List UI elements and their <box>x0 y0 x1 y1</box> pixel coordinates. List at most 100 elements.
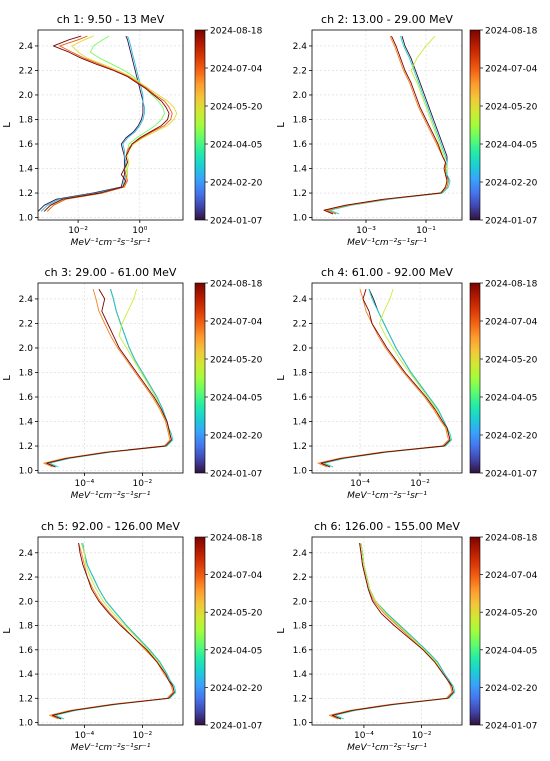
y-tick-label: 1.8 <box>293 368 308 378</box>
colorbar-tick-label: 2024-01-07 <box>485 217 537 227</box>
colorbar-tick-label: 2024-07-04 <box>485 65 538 75</box>
x-axis-label: MeV⁻¹cm⁻²s⁻¹sr⁻¹ <box>347 743 427 753</box>
y-tick-label: 1.0 <box>293 214 308 224</box>
colorbar-tick-label: 2024-05-20 <box>485 356 538 366</box>
x-tick-label: 10⁻² <box>132 479 152 489</box>
y-tick-label: 1.6 <box>19 646 34 656</box>
series-line <box>329 35 451 215</box>
colorbar-tick-label: 2024-04-05 <box>210 141 262 151</box>
axes-frame <box>37 536 184 726</box>
series-line <box>40 35 145 212</box>
colorbar-tick-label: 2024-08-18 <box>210 280 263 290</box>
axes-frame <box>311 536 463 726</box>
axes-frame <box>311 29 463 221</box>
y-tick-label: 2.4 <box>293 549 308 559</box>
x-tick-label: 10⁻⁴ <box>74 479 94 489</box>
colorbar-tick-label: 2024-05-20 <box>210 609 263 619</box>
y-axis-label: L <box>2 122 13 128</box>
colorbar <box>194 282 206 474</box>
y-tick-label: 1.6 <box>19 140 34 150</box>
colorbar-tick-label: 2024-04-05 <box>485 141 537 151</box>
y-tick-label: 2.4 <box>293 42 308 52</box>
y-tick-label: 2.0 <box>293 91 308 101</box>
series-line <box>320 288 451 468</box>
axes-frame <box>311 282 463 474</box>
chart-title: ch 6: 126.00 - 155.00 MeV <box>314 520 460 533</box>
colorbar <box>194 29 206 221</box>
series-line <box>46 288 172 468</box>
colorbar-tick-label: 2024-04-05 <box>210 646 262 656</box>
series-line <box>331 543 454 720</box>
x-tick-label: 10⁻¹ <box>416 226 436 236</box>
y-tick-label: 1.4 <box>293 670 308 680</box>
y-tick-label: 1.2 <box>19 442 33 452</box>
series-line <box>326 35 449 215</box>
y-tick-label: 2.2 <box>19 573 33 583</box>
y-tick-label: 1.8 <box>19 115 34 125</box>
y-tick-label: 1.0 <box>293 719 308 729</box>
y-axis-label: L <box>2 375 13 381</box>
y-tick-label: 2.0 <box>19 91 34 101</box>
colorbar-tick-label: 2024-07-04 <box>210 571 263 581</box>
y-tick-label: 1.2 <box>19 694 33 704</box>
series-line <box>52 543 175 720</box>
colorbar-tick-label: 2024-01-07 <box>210 470 262 480</box>
y-tick-label: 2.0 <box>293 344 308 354</box>
x-axis-label: MeV⁻¹cm⁻²s⁻¹sr⁻¹ <box>71 743 151 753</box>
y-tick-label: 2.4 <box>19 42 34 52</box>
y-tick-label: 1.6 <box>19 393 34 403</box>
chart-title: ch 4: 61.00 - 92.00 MeV <box>321 266 453 279</box>
chart-panel-6: 1.0 1.2 1.4 1.6 1.8 2.0 2.2 2.4 10⁻⁴ 10⁻² ch 6: 12… <box>276 520 538 753</box>
series-line <box>317 288 449 468</box>
y-tick-label: 1.4 <box>293 165 308 175</box>
colorbar-tick-label: 2024-01-07 <box>210 722 262 732</box>
series-line <box>49 288 174 468</box>
colorbar-tick-label: 2024-02-20 <box>485 684 538 694</box>
colorbar <box>469 282 481 474</box>
y-tick-label: 2.0 <box>19 597 34 607</box>
y-tick-label: 2.2 <box>19 66 33 76</box>
y-tick-label: 2.0 <box>19 344 34 354</box>
y-tick-label: 1.4 <box>19 418 34 428</box>
y-axis-label: L <box>276 375 287 381</box>
chart-title: ch 1: 9.50 - 13 MeV <box>57 13 165 26</box>
y-tick-label: 2.2 <box>293 573 307 583</box>
chart-panel-4: 1.0 1.2 1.4 1.6 1.8 2.0 2.2 2.4 10⁻⁴ 10⁻² ch 4: 61… <box>276 266 538 501</box>
y-tick-label: 2.2 <box>19 319 33 329</box>
colorbar-tick-label: 2024-05-20 <box>210 103 263 113</box>
y-tick-label: 1.2 <box>293 442 307 452</box>
colorbar-tick-label: 2024-01-07 <box>485 722 537 732</box>
colorbar-tick-label: 2024-02-20 <box>210 179 263 189</box>
series-line <box>43 35 170 212</box>
y-tick-label: 1.0 <box>19 719 34 729</box>
colorbar-tick-label: 2024-07-04 <box>485 571 538 581</box>
colorbar <box>469 29 481 221</box>
colorbar-tick-label: 2024-04-05 <box>485 646 537 656</box>
x-tick-label: 10⁻⁴ <box>354 731 374 741</box>
x-tick-label: 10⁻² <box>412 731 432 741</box>
colorbar-tick-label: 2024-07-04 <box>485 318 538 328</box>
y-tick-label: 1.2 <box>293 189 307 199</box>
colorbar <box>469 536 481 726</box>
y-tick-label: 1.4 <box>19 670 34 680</box>
colorbar-tick-label: 2024-01-07 <box>485 470 537 480</box>
series-line <box>320 288 451 468</box>
x-axis-label: MeV⁻¹cm⁻²s⁻¹sr⁻¹ <box>347 491 427 501</box>
y-tick-label: 2.4 <box>19 549 34 559</box>
colorbar-tick-label: 2024-07-04 <box>210 65 263 75</box>
x-tick-label: 10⁰ <box>132 226 147 236</box>
y-tick-label: 1.2 <box>293 694 307 704</box>
x-tick-label: 10⁻² <box>132 731 152 741</box>
y-tick-label: 2.2 <box>293 319 307 329</box>
colorbar <box>194 536 206 726</box>
y-tick-label: 2.0 <box>293 597 308 607</box>
colorbar-tick-label: 2024-01-07 <box>210 217 262 227</box>
colorbar-tick-label: 2024-02-20 <box>210 432 263 442</box>
y-tick-label: 1.8 <box>293 115 308 125</box>
series-line <box>46 288 172 468</box>
colorbar-tick-label: 2024-08-18 <box>210 27 263 37</box>
series-line <box>37 35 144 212</box>
y-tick-label: 2.2 <box>293 66 307 76</box>
y-tick-label: 1.0 <box>19 467 34 477</box>
